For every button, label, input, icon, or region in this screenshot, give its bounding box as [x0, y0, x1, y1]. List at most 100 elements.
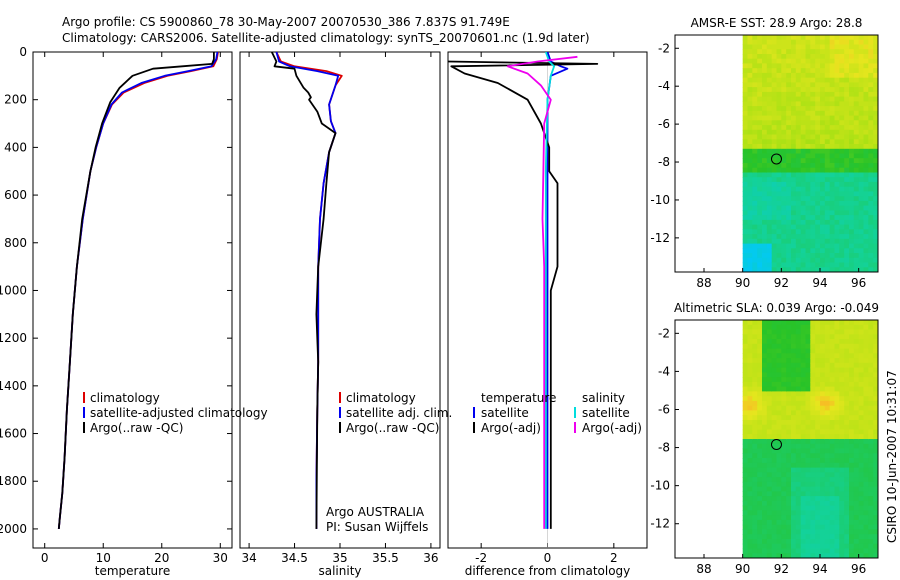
sla-map-cell: [762, 358, 768, 364]
sla-map-cell: [791, 519, 797, 526]
sla-map-cell: [810, 458, 816, 464]
sst-map-cell: [766, 49, 773, 55]
temperature-series-argo-raw-qc-: [57, 52, 215, 529]
sst-map-cell: [849, 134, 855, 140]
sst-map-xtick-label: 88: [696, 276, 711, 290]
sst-map-cell: [815, 77, 821, 83]
sst-map-cell: [868, 77, 874, 83]
sst-map-cell: [868, 39, 874, 45]
sla-map-cell: [786, 553, 792, 558]
sst-map-cell: [815, 101, 821, 107]
sst-map-cell: [820, 129, 826, 136]
sla-map-cell: [771, 505, 778, 511]
sla-map-cell: [815, 329, 821, 335]
sla-map-cell: [824, 343, 831, 350]
sst-map-cell: [824, 267, 831, 272]
sla-map-cell: [752, 400, 758, 407]
sla-map-cell: [791, 439, 797, 445]
sla-map-ytick-label: -4: [658, 364, 670, 378]
sst-map-cell: [815, 229, 821, 235]
sst-map-cell: [844, 172, 850, 178]
sla-map-cell: [786, 524, 792, 531]
sst-map-cell: [791, 191, 797, 197]
sst-map-cell: [752, 257, 758, 264]
sla-map-cell: [824, 462, 831, 469]
sla-map-cell: [786, 415, 792, 421]
sla-map-cell: [844, 467, 850, 473]
sla-map-cell: [858, 519, 865, 526]
sla-map-cell: [766, 477, 773, 483]
sst-map-cell: [858, 181, 865, 188]
sla-map-cell: [791, 524, 797, 531]
sla-map-cell: [815, 429, 821, 435]
sst-map-cell: [757, 205, 763, 211]
sla-map-cell: [795, 391, 802, 397]
sla-map-cell: [757, 472, 763, 478]
sst-map-cell: [873, 248, 878, 254]
sst-map-cell: [829, 54, 836, 60]
sst-map-cell: [829, 243, 836, 249]
sst-map-cell: [757, 257, 763, 264]
sla-map-cell: [810, 529, 816, 535]
sla-map-cell: [853, 391, 860, 397]
sla-map-cell: [776, 524, 782, 531]
sst-map-cell: [853, 139, 860, 145]
sla-map-cell: [742, 439, 749, 445]
sla-map-cell: [853, 329, 860, 335]
sst-map-cell: [776, 63, 782, 69]
sla-map-cell: [747, 372, 753, 378]
sla-map-cell: [863, 372, 869, 378]
sla-map-cell: [762, 481, 768, 488]
sst-map-cell: [771, 253, 778, 259]
sla-map-cell: [834, 515, 840, 521]
sla-map-cell: [791, 443, 797, 450]
sst-map-cell: [820, 229, 826, 235]
sst-map-cell: [752, 68, 758, 74]
legend-entry: Argo(..raw -QC): [346, 421, 439, 435]
sla-map-cell: [844, 348, 850, 354]
sst-map-cell: [757, 181, 763, 188]
sst-map-cell: [815, 153, 821, 159]
sla-map-cell: [781, 534, 787, 540]
sst-map-cell: [766, 229, 773, 235]
sla-map-cell: [776, 439, 782, 445]
sst-map-cell: [844, 110, 850, 117]
sst-map-cell: [771, 139, 778, 145]
salinity-annotation-pi-name: PI: Susan Wijffels: [326, 520, 428, 534]
sst-map-cell: [742, 238, 749, 245]
sla-map-cell: [762, 348, 768, 354]
sla-map-cell: [742, 353, 749, 359]
sst-map-cell: [849, 39, 855, 45]
sst-map-cell: [757, 167, 763, 173]
sla-map-cell: [820, 391, 826, 397]
sst-map-cell: [747, 101, 753, 107]
sla-map-cell: [844, 362, 850, 369]
sla-map-cell: [839, 534, 845, 540]
sst-map-cell: [863, 120, 869, 126]
sst-map-cell: [829, 91, 836, 98]
sst-map-cell: [766, 196, 773, 202]
sst-map-cell: [839, 238, 845, 245]
sla-map-cell: [805, 410, 811, 416]
sla-map-cell: [824, 348, 831, 354]
sla-map-cell: [820, 372, 826, 378]
sla-map-cell: [839, 529, 845, 535]
sst-map-cell: [868, 238, 874, 245]
sla-map-cell: [824, 496, 831, 502]
sla-map-cell: [766, 381, 773, 388]
sla-map-cell: [868, 448, 874, 454]
sla-map-cell: [781, 396, 787, 402]
sla-map-cell: [810, 548, 816, 554]
sla-map-cell: [776, 491, 782, 497]
sla-map-cell: [829, 439, 836, 445]
sla-map-cell: [810, 320, 816, 326]
sla-map-cell: [781, 539, 787, 545]
sst-map-cell: [757, 253, 763, 259]
sla-map-cell: [781, 348, 787, 354]
sst-map-cell: [805, 257, 811, 264]
sst-map-cell: [795, 58, 802, 64]
sst-map-cell: [810, 68, 816, 74]
sst-map-cell: [868, 134, 874, 140]
sst-map-cell: [747, 238, 753, 245]
sst-map-cell: [805, 267, 811, 272]
